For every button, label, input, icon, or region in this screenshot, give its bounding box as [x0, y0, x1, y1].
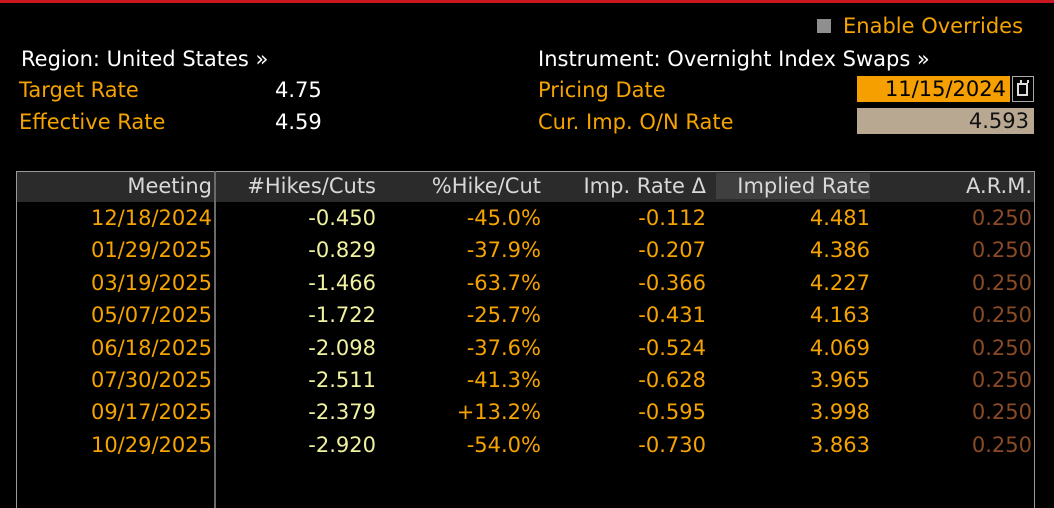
cell-hikes-cuts: -2.511 [308, 368, 376, 392]
cell-hikes-cuts: -0.829 [308, 238, 376, 263]
table-right-border [1034, 171, 1035, 508]
cell-hikes-cuts: -2.098 [308, 335, 376, 360]
cell-imp-rate-delta: -0.207 [638, 238, 706, 263]
cell-meeting: 12/18/2024 [90, 206, 212, 230]
cell-pct-hike-cut: -25.7% [466, 303, 541, 328]
cur-imp-rate-label: Cur. Imp. O/N Rate [538, 110, 734, 134]
cell-arm: 0.250 [971, 206, 1032, 230]
region-selector[interactable]: Region: United States » [21, 47, 269, 71]
cell-implied-rate: 3.863 [809, 432, 870, 457]
cell-hikes-cuts: -2.920 [308, 432, 376, 457]
cell-meeting: 01/29/2025 [90, 238, 212, 263]
top-rule [0, 0, 1054, 3]
cell-imp-rate-delta: -0.595 [638, 400, 706, 425]
cell-imp-rate-delta: -0.730 [638, 432, 706, 457]
cell-implied-rate: 4.163 [809, 303, 870, 328]
cell-hikes-cuts: -1.466 [308, 270, 376, 295]
cell-implied-rate: 4.386 [809, 238, 870, 263]
enable-overrides-checkbox[interactable] [817, 19, 831, 33]
cell-implied-rate: 3.998 [809, 400, 870, 425]
cell-arm: 0.250 [971, 400, 1032, 425]
cell-pct-hike-cut: -41.3% [466, 368, 541, 392]
cell-meeting: 03/19/2025 [90, 270, 212, 295]
cell-imp-rate-delta: -0.431 [638, 303, 706, 328]
cell-implied-rate: 4.227 [809, 270, 870, 295]
cell-hikes-cuts: -0.450 [308, 206, 376, 230]
cell-hikes-cuts: -2.379 [308, 400, 376, 425]
cell-pct-hike-cut: +13.2% [456, 400, 541, 425]
cell-hikes-cuts: -1.722 [308, 303, 376, 328]
meeting-table: Meeting #Hikes/Cuts %Hike/Cut Imp. Rate … [16, 171, 1036, 508]
cell-implied-rate: 3.965 [809, 368, 870, 392]
cell-implied-rate: 4.069 [809, 335, 870, 360]
col-header-arm[interactable]: A.R.M. [966, 174, 1032, 198]
calendar-button[interactable] [1012, 76, 1034, 102]
enable-overrides-label[interactable]: Enable Overrides [843, 14, 1024, 38]
effective-rate-label: Effective Rate [19, 110, 166, 134]
pricing-date-input[interactable]: 11/15/2024 [857, 76, 1010, 102]
cell-arm: 0.250 [971, 303, 1032, 328]
cur-imp-rate-field[interactable]: 4.593 [857, 108, 1034, 134]
cell-imp-rate-delta: -0.366 [638, 270, 706, 295]
cell-meeting: 05/07/2025 [90, 303, 212, 328]
cell-arm: 0.250 [971, 368, 1032, 392]
cell-meeting: 09/17/2025 [90, 400, 212, 425]
pricing-date-label: Pricing Date [538, 78, 666, 102]
instrument-selector[interactable]: Instrument: Overnight Index Swaps » [538, 47, 930, 71]
cell-meeting: 07/30/2025 [90, 368, 212, 392]
cell-meeting: 06/18/2025 [90, 335, 212, 360]
col-header-pct-hike-cut[interactable]: %Hike/Cut [431, 174, 541, 198]
target-rate-label: Target Rate [19, 78, 139, 102]
cell-pct-hike-cut: -63.7% [466, 270, 541, 295]
meeting-column-divider [214, 171, 216, 508]
col-header-meeting[interactable]: Meeting [127, 174, 212, 198]
cell-imp-rate-delta: -0.628 [638, 368, 706, 392]
cell-imp-rate-delta: -0.524 [638, 335, 706, 360]
effective-rate-value: 4.59 [275, 110, 322, 134]
cell-arm: 0.250 [971, 432, 1032, 457]
col-header-implied-rate[interactable]: Implied Rate [716, 173, 870, 199]
col-header-hikes-cuts[interactable]: #Hikes/Cuts [247, 174, 376, 198]
cell-meeting: 10/29/2025 [90, 432, 212, 457]
cell-imp-rate-delta: -0.112 [638, 206, 706, 230]
cell-arm: 0.250 [971, 238, 1032, 263]
cell-arm: 0.250 [971, 270, 1032, 295]
calendar-icon [1017, 80, 1029, 96]
col-header-imp-rate-delta[interactable]: Imp. Rate Δ [583, 174, 706, 198]
cell-pct-hike-cut: -54.0% [466, 432, 541, 457]
cell-pct-hike-cut: -37.6% [466, 335, 541, 360]
cell-pct-hike-cut: -45.0% [466, 206, 541, 230]
cell-pct-hike-cut: -37.9% [466, 238, 541, 263]
cell-arm: 0.250 [971, 335, 1032, 360]
target-rate-value: 4.75 [275, 78, 322, 102]
table-left-border [16, 171, 17, 508]
cell-implied-rate: 4.481 [809, 206, 870, 230]
